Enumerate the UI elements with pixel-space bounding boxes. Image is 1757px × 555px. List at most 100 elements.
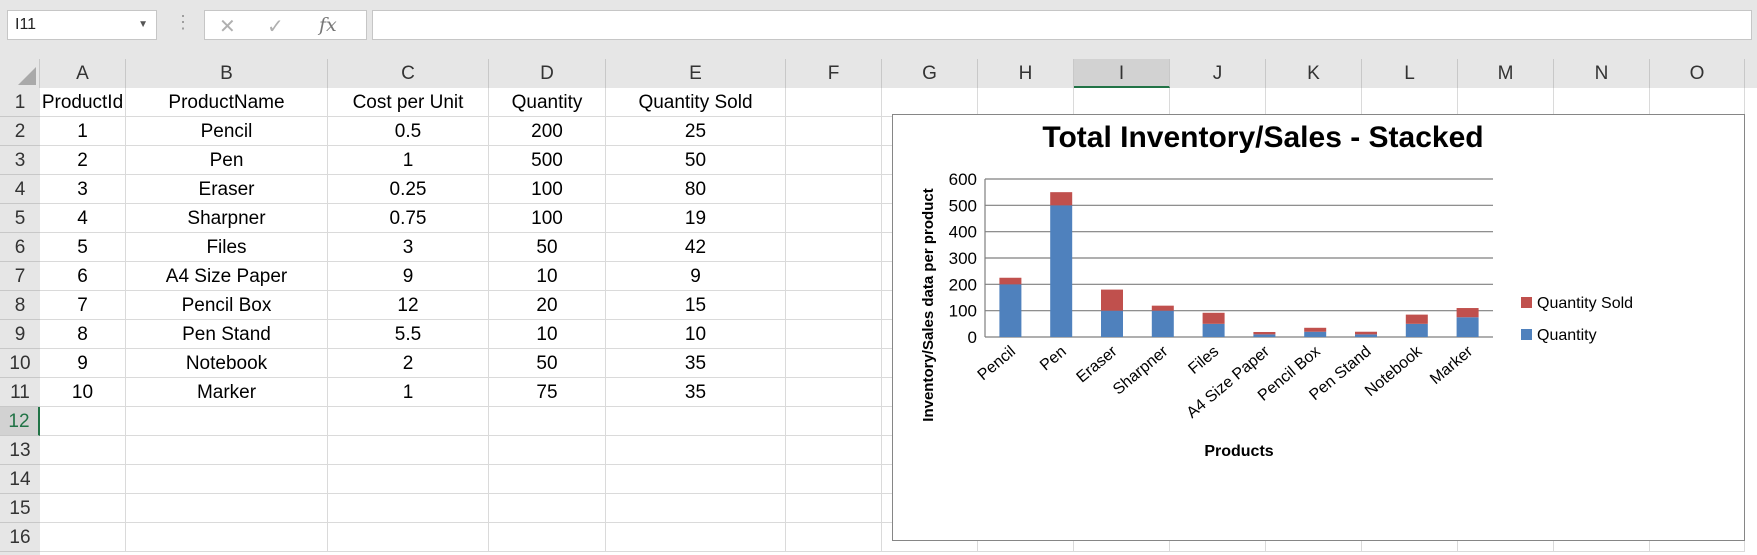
column-header-n[interactable]: N [1554, 59, 1650, 88]
row-header-10[interactable]: 10 [0, 349, 40, 378]
cell-l1[interactable] [1362, 88, 1458, 117]
cell-a14[interactable] [40, 465, 126, 494]
row-header-9[interactable]: 9 [0, 320, 40, 349]
cell-a10[interactable]: 9 [40, 349, 126, 378]
cell-d14[interactable] [489, 465, 606, 494]
cell-c7[interactable]: 9 [328, 262, 489, 291]
cell-e6[interactable]: 42 [606, 233, 786, 262]
cell-b12[interactable] [126, 407, 328, 436]
cell-a1[interactable]: ProductId [40, 88, 126, 117]
cell-f13[interactable] [786, 436, 882, 465]
cell-b9[interactable]: Pen Stand [126, 320, 328, 349]
cell-b3[interactable]: Pen [126, 146, 328, 175]
cell-c1[interactable]: Cost per Unit [328, 88, 489, 117]
cell-a11[interactable]: 10 [40, 378, 126, 407]
cell-e1[interactable]: Quantity Sold [606, 88, 786, 117]
cell-f14[interactable] [786, 465, 882, 494]
cell-g1[interactable] [882, 88, 978, 117]
row-header-6[interactable]: 6 [0, 233, 40, 262]
cell-e9[interactable]: 10 [606, 320, 786, 349]
row-header-16[interactable]: 16 [0, 523, 40, 552]
cell-e7[interactable]: 9 [606, 262, 786, 291]
cell-f4[interactable] [786, 175, 882, 204]
cell-a8[interactable]: 7 [40, 291, 126, 320]
cell-d7[interactable]: 10 [489, 262, 606, 291]
cell-b15[interactable] [126, 494, 328, 523]
cell-o1[interactable] [1650, 88, 1745, 117]
cell-c3[interactable]: 1 [328, 146, 489, 175]
cell-c4[interactable]: 0.25 [328, 175, 489, 204]
cell-d3[interactable]: 500 [489, 146, 606, 175]
cell-d5[interactable]: 100 [489, 204, 606, 233]
row-header-8[interactable]: 8 [0, 291, 40, 320]
cell-d4[interactable]: 100 [489, 175, 606, 204]
cell-e12[interactable] [606, 407, 786, 436]
row-header-1[interactable]: 1 [0, 88, 40, 117]
cell-e13[interactable] [606, 436, 786, 465]
cell-d12[interactable] [489, 407, 606, 436]
column-header-l[interactable]: L [1362, 59, 1458, 88]
cell-b8[interactable]: Pencil Box [126, 291, 328, 320]
cell-b11[interactable]: Marker [126, 378, 328, 407]
cell-c16[interactable] [328, 523, 489, 552]
column-header-d[interactable]: D [489, 59, 606, 88]
cell-c11[interactable]: 1 [328, 378, 489, 407]
chevron-down-icon[interactable]: ▼ [138, 19, 148, 30]
cell-e15[interactable] [606, 494, 786, 523]
cell-c14[interactable] [328, 465, 489, 494]
cell-a6[interactable]: 5 [40, 233, 126, 262]
cell-f9[interactable] [786, 320, 882, 349]
cell-b2[interactable]: Pencil [126, 117, 328, 146]
cell-b16[interactable] [126, 523, 328, 552]
row-header-4[interactable]: 4 [0, 175, 40, 204]
cell-f10[interactable] [786, 349, 882, 378]
cell-f12[interactable] [786, 407, 882, 436]
cell-f11[interactable] [786, 378, 882, 407]
cell-a7[interactable]: 6 [40, 262, 126, 291]
cell-e10[interactable]: 35 [606, 349, 786, 378]
cell-d13[interactable] [489, 436, 606, 465]
cell-a4[interactable]: 3 [40, 175, 126, 204]
cell-a16[interactable] [40, 523, 126, 552]
row-header-14[interactable]: 14 [0, 465, 40, 494]
cell-b7[interactable]: A4 Size Paper [126, 262, 328, 291]
cell-a13[interactable] [40, 436, 126, 465]
column-header-f[interactable]: F [786, 59, 882, 88]
cell-n1[interactable] [1554, 88, 1650, 117]
column-header-j[interactable]: J [1170, 59, 1266, 88]
cell-a5[interactable]: 4 [40, 204, 126, 233]
column-header-a[interactable]: A [40, 59, 126, 88]
formula-input[interactable] [372, 10, 1752, 40]
cell-b6[interactable]: Files [126, 233, 328, 262]
cell-b13[interactable] [126, 436, 328, 465]
cell-f7[interactable] [786, 262, 882, 291]
cell-c5[interactable]: 0.75 [328, 204, 489, 233]
column-header-m[interactable]: M [1458, 59, 1554, 88]
select-all-button[interactable] [0, 59, 40, 88]
row-header-7[interactable]: 7 [0, 262, 40, 291]
row-header-2[interactable]: 2 [0, 117, 40, 146]
cell-a3[interactable]: 2 [40, 146, 126, 175]
name-box[interactable]: I11 ▼ [7, 10, 157, 40]
cell-d15[interactable] [489, 494, 606, 523]
cell-c15[interactable] [328, 494, 489, 523]
cell-b5[interactable]: Sharpner [126, 204, 328, 233]
column-header-o[interactable]: O [1650, 59, 1745, 88]
cell-b14[interactable] [126, 465, 328, 494]
cell-c2[interactable]: 0.5 [328, 117, 489, 146]
cell-c12[interactable] [328, 407, 489, 436]
cell-f8[interactable] [786, 291, 882, 320]
cell-m1[interactable] [1458, 88, 1554, 117]
cell-i1[interactable] [1074, 88, 1170, 117]
cell-k1[interactable] [1266, 88, 1362, 117]
cell-e4[interactable]: 80 [606, 175, 786, 204]
column-header-g[interactable]: G [882, 59, 978, 88]
row-header-3[interactable]: 3 [0, 146, 40, 175]
column-header-c[interactable]: C [328, 59, 489, 88]
cell-d9[interactable]: 10 [489, 320, 606, 349]
cell-f15[interactable] [786, 494, 882, 523]
cell-a15[interactable] [40, 494, 126, 523]
cancel-icon[interactable]: ✕ [219, 16, 236, 38]
row-header-15[interactable]: 15 [0, 494, 40, 523]
row-header-5[interactable]: 5 [0, 204, 40, 233]
